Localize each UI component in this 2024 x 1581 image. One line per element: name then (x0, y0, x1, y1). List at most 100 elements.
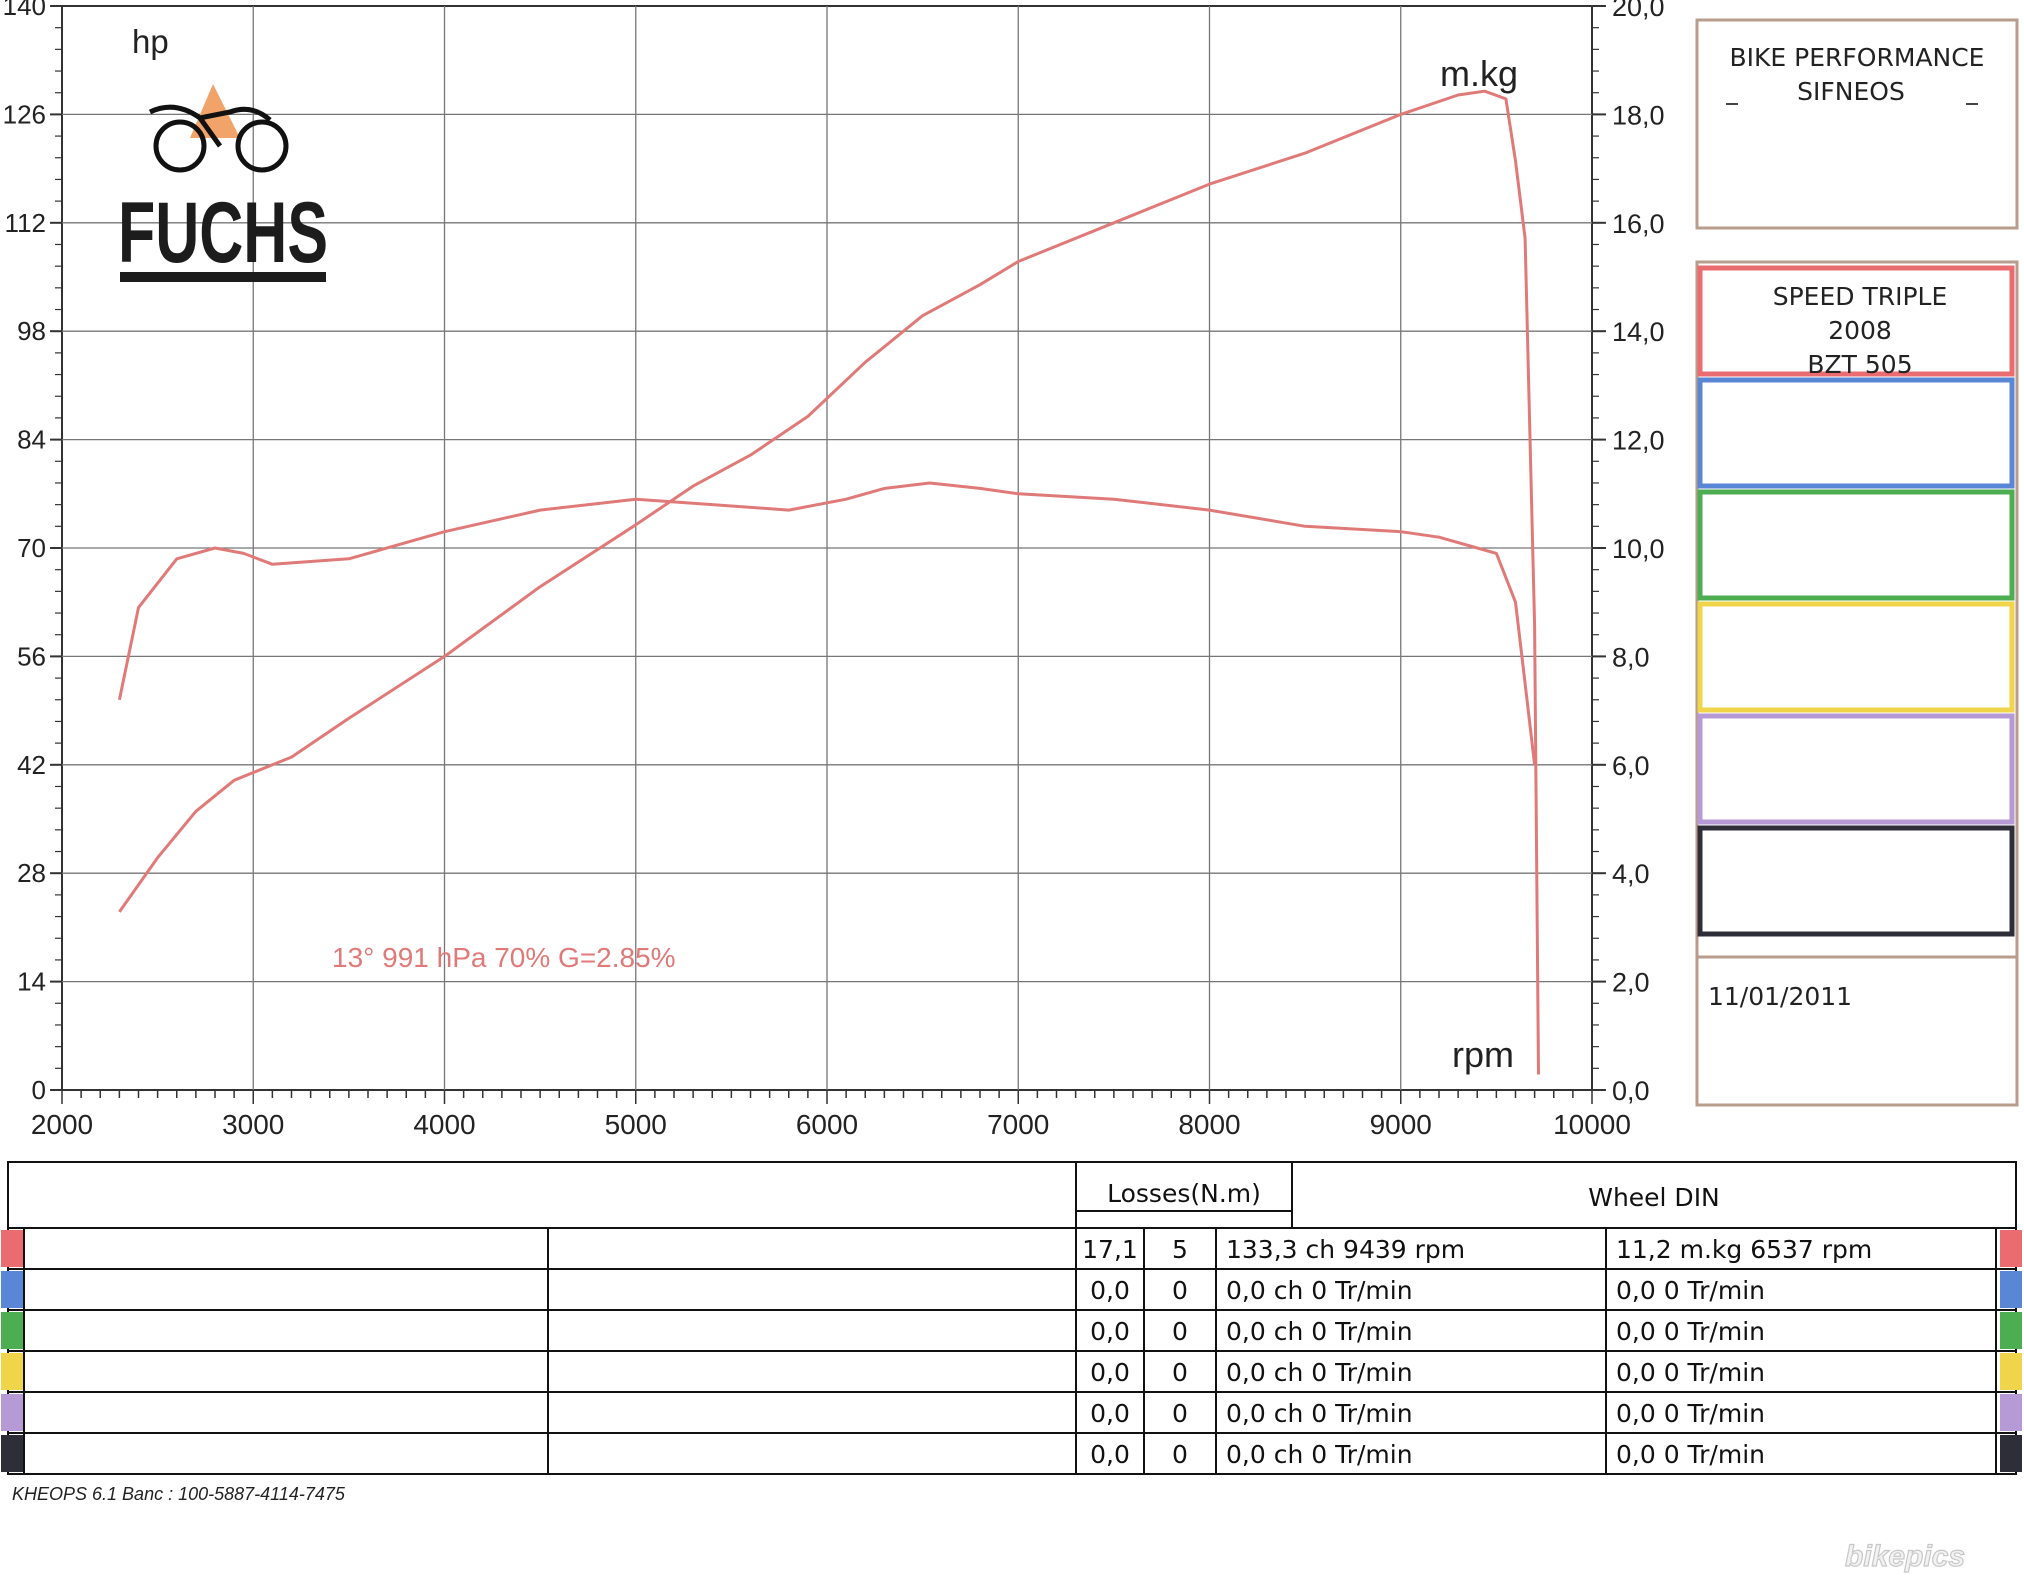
torque-curve (117, 481, 1537, 765)
grid-lines (62, 6, 1592, 1090)
run-slot (1697, 601, 2015, 713)
row-color-left (1, 1353, 23, 1390)
max-torque: 0,0 0 Tr/min (1616, 1358, 1765, 1387)
y-right-unit: m.kg (1440, 53, 1518, 94)
loss-value-1: 0,0 (1090, 1440, 1130, 1469)
row-color-left (1, 1394, 23, 1431)
row-color-left (1, 1312, 23, 1349)
max-torque: 0,0 0 Tr/min (1616, 1317, 1765, 1346)
y-right-tick-label: 8,0 (1612, 642, 1650, 672)
run-slot (1697, 489, 2015, 601)
x-tick-label: 7000 (987, 1109, 1049, 1140)
max-power: 0,0 ch 0 Tr/min (1226, 1317, 1413, 1346)
x-tick-label: 6000 (796, 1109, 858, 1140)
results-table: Losses(N.m) Wheel DIN 17,1 5 133,3 ch 9439… (1, 1161, 2022, 1475)
y-left-tick-label: 0 (32, 1075, 46, 1105)
power-curve (118, 89, 1540, 1075)
y-right-tick-label: 18,0 (1612, 100, 1665, 130)
y-right-tick-label: 0,0 (1612, 1076, 1650, 1106)
x-axis-unit: rpm (1452, 1034, 1514, 1075)
row-color-right (2000, 1312, 2022, 1349)
fuchs-logo: FUCHS (118, 84, 328, 282)
row-color-left (1, 1271, 23, 1308)
y-left-tick-label: 126 (3, 99, 46, 129)
x-tick-label: 5000 (605, 1109, 667, 1140)
software-info: KHEOPS 6.1 Banc : 100-5887-4114-7475 (12, 1484, 346, 1504)
logo-text: FUCHS (118, 185, 328, 281)
logo-underline (120, 272, 326, 282)
y-left-tick-label: 14 (17, 967, 46, 997)
motorcycle-icon (148, 104, 289, 173)
watermark: bikepics (1845, 1540, 1965, 1573)
y-right-tick-label: 14,0 (1612, 317, 1665, 347)
shop-panel (1695, 18, 2019, 230)
table-row: 0,0 0 0,0 ch 0 Tr/min 0,0 0 Tr/min (1, 1309, 2022, 1351)
table-row: 17,1 5 133,3 ch 9439 rpm 11,2 m.kg 6537 rpm (1, 1227, 2022, 1269)
y-left-tick-label: 112 (5, 208, 46, 238)
table-rows: 17,1 5 133,3 ch 9439 rpm 11,2 m.kg 6537 rpm… (1, 1227, 2022, 1474)
vehicle-line3: BZT 505 (1807, 350, 1912, 379)
loss-value-2: 0 (1172, 1440, 1188, 1469)
max-power: 0,0 ch 0 Tr/min (1226, 1440, 1413, 1469)
max-power: 0,0 ch 0 Tr/min (1226, 1358, 1413, 1387)
x-tick-label: 4000 (413, 1109, 475, 1140)
loss-value-1: 0,0 (1090, 1317, 1130, 1346)
row-color-right (2000, 1271, 2022, 1308)
wheel-din-header: Wheel DIN (1588, 1183, 1720, 1212)
table-row: 0,0 0 0,0 ch 0 Tr/min 0,0 0 Tr/min (1, 1391, 2022, 1433)
x-tick-label: 9000 (1370, 1109, 1432, 1140)
y-right-tick-label: 10,0 (1612, 534, 1665, 564)
table-row: 0,0 0 0,0 ch 0 Tr/min 0,0 0 Tr/min (1, 1350, 2022, 1392)
run-slot (1697, 825, 2015, 937)
y-right-tick-label: 16,0 (1612, 209, 1665, 239)
y-left-tick-label: 98 (17, 316, 46, 346)
vehicle-line1: SPEED TRIPLE (1773, 282, 1948, 311)
vehicle-line2: 2008 (1828, 316, 1892, 345)
run-slot (1697, 377, 2015, 489)
y-right-tick-label: 12,0 (1612, 426, 1665, 456)
y-right-tick-label: 4,0 (1612, 859, 1650, 889)
loss-value-2: 5 (1172, 1235, 1188, 1264)
loss-value-1: 0,0 (1090, 1358, 1130, 1387)
table-row: 0,0 0 0,0 ch 0 Tr/min 0,0 0 Tr/min (1, 1432, 2022, 1474)
shop-name-line1: BIKE PERFORMANCE (1730, 43, 1985, 72)
row-color-right (2000, 1230, 2022, 1267)
loss-value-2: 0 (1172, 1276, 1188, 1305)
max-torque: 0,0 0 Tr/min (1616, 1399, 1765, 1428)
y-right-tick-label: 6,0 (1612, 751, 1650, 781)
axis-ticks: 2000 3000 4000 5000 6000 7000 8000 9000 10000 0 14… (3, 0, 1665, 1140)
x-tick-label: 3000 (222, 1109, 284, 1140)
loss-value-2: 0 (1172, 1317, 1188, 1346)
loss-value-1: 17,1 (1082, 1235, 1138, 1264)
y-left-tick-label: 56 (17, 641, 46, 671)
run-slot (1697, 713, 2015, 825)
x-tick-label: 8000 (1178, 1109, 1240, 1140)
row-color-right (2000, 1353, 2022, 1390)
losses-header: Losses(N.m) (1107, 1179, 1261, 1208)
max-power: 0,0 ch 0 Tr/min (1226, 1276, 1413, 1305)
max-torque: 11,2 m.kg 6537 rpm (1616, 1235, 1872, 1264)
row-color-left (1, 1435, 23, 1472)
max-power: 133,3 ch 9439 rpm (1226, 1235, 1465, 1264)
max-power: 0,0 ch 0 Tr/min (1226, 1399, 1413, 1428)
row-color-left (1, 1230, 23, 1267)
test-date: 11/01/2011 (1708, 982, 1852, 1011)
shop-name-line2: SIFNEOS (1797, 77, 1905, 106)
x-tick-label: 2000 (31, 1109, 93, 1140)
run-slot (1697, 265, 2015, 377)
y-left-tick-label: 140 (3, 0, 46, 21)
x-tick-label: 10000 (1553, 1109, 1631, 1140)
row-color-right (2000, 1435, 2022, 1472)
loss-value-1: 0,0 (1090, 1276, 1130, 1305)
y-left-unit: hp (132, 23, 169, 60)
y-left-tick-label: 70 (17, 533, 46, 563)
y-left-tick-label: 42 (17, 750, 46, 780)
y-right-tick-label: 2,0 (1612, 968, 1650, 998)
run-slots (1697, 265, 2015, 937)
y-right-tick-label: 20,0 (1612, 0, 1665, 22)
row-color-right (2000, 1394, 2022, 1431)
table-row: 0,0 0 0,0 ch 0 Tr/min 0,0 0 Tr/min (1, 1268, 2022, 1310)
series-layer (117, 89, 1540, 1075)
max-torque: 0,0 0 Tr/min (1616, 1276, 1765, 1305)
loss-value-2: 0 (1172, 1358, 1188, 1387)
